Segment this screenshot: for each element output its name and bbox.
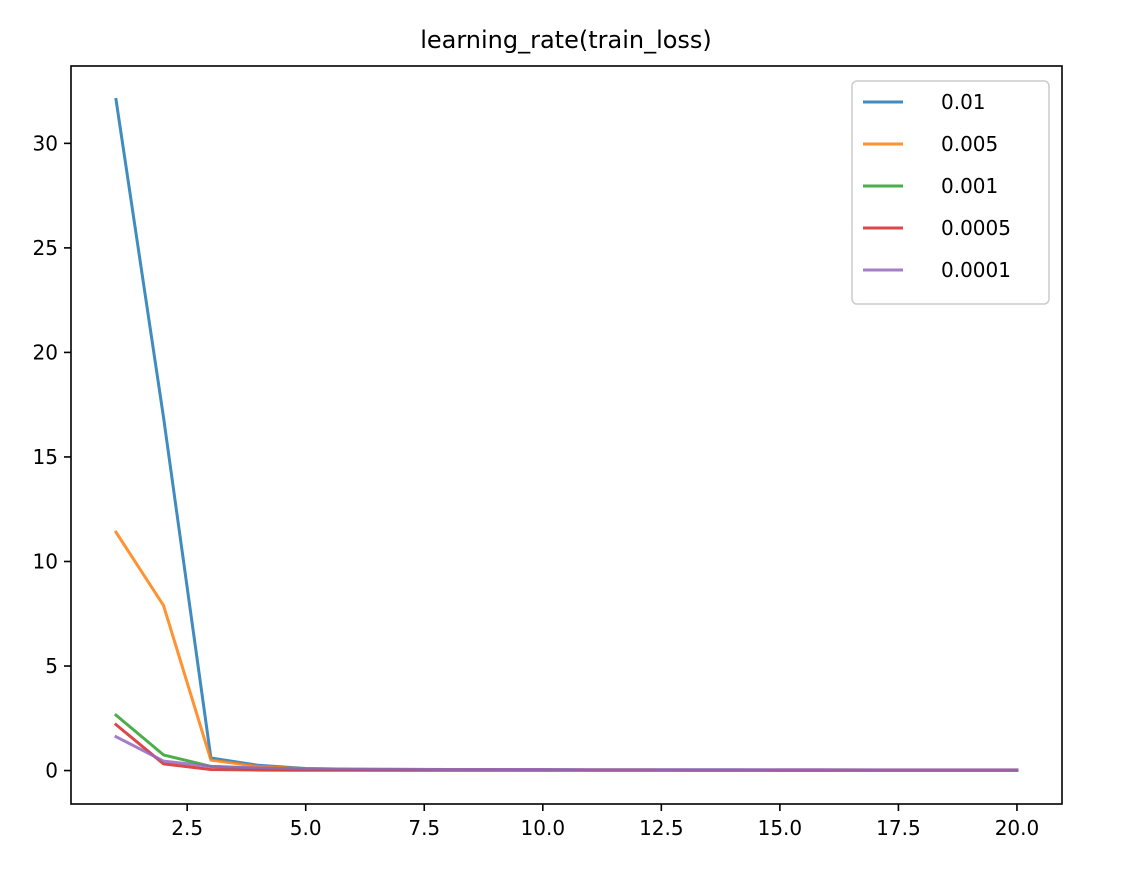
x-axis: 2.5 5.0 7.5 10.0 12.5 15.0 17.5 20.0 <box>171 804 1039 840</box>
legend-label: 0.01 <box>941 90 986 114</box>
legend-label: 0.0005 <box>941 216 1011 240</box>
y-tick-label: 20 <box>33 340 58 364</box>
y-tick-label: 25 <box>33 236 58 260</box>
y-tick-label: 15 <box>33 445 58 469</box>
y-tick-label: 0 <box>45 759 58 783</box>
x-tick-label: 17.5 <box>876 816 921 840</box>
legend-box <box>851 80 1050 305</box>
legend-label: 0.0001 <box>941 258 1011 282</box>
x-tick-label: 15.0 <box>758 816 803 840</box>
y-axis: 0 5 10 15 20 25 30 <box>33 131 71 783</box>
x-tick-label: 12.5 <box>639 816 684 840</box>
series-lines <box>113 97 1019 772</box>
legend-label: 0.001 <box>941 174 998 198</box>
y-tick-label: 10 <box>33 549 58 573</box>
series-line-0.0001 <box>113 734 1019 772</box>
y-tick-label: 30 <box>33 131 58 155</box>
x-tick-label: 7.5 <box>408 816 440 840</box>
legend-label: 0.005 <box>941 132 998 156</box>
x-tick-label: 20.0 <box>995 816 1040 840</box>
x-tick-label: 10.0 <box>521 816 566 840</box>
chart-title: learning_rate(train_loss) <box>420 26 712 54</box>
legend: 0.01 0.005 0.001 0.0005 0.0001 <box>851 80 1050 305</box>
x-tick-label: 5.0 <box>290 816 322 840</box>
y-tick-label: 5 <box>45 654 58 678</box>
x-tick-label: 2.5 <box>171 816 203 840</box>
